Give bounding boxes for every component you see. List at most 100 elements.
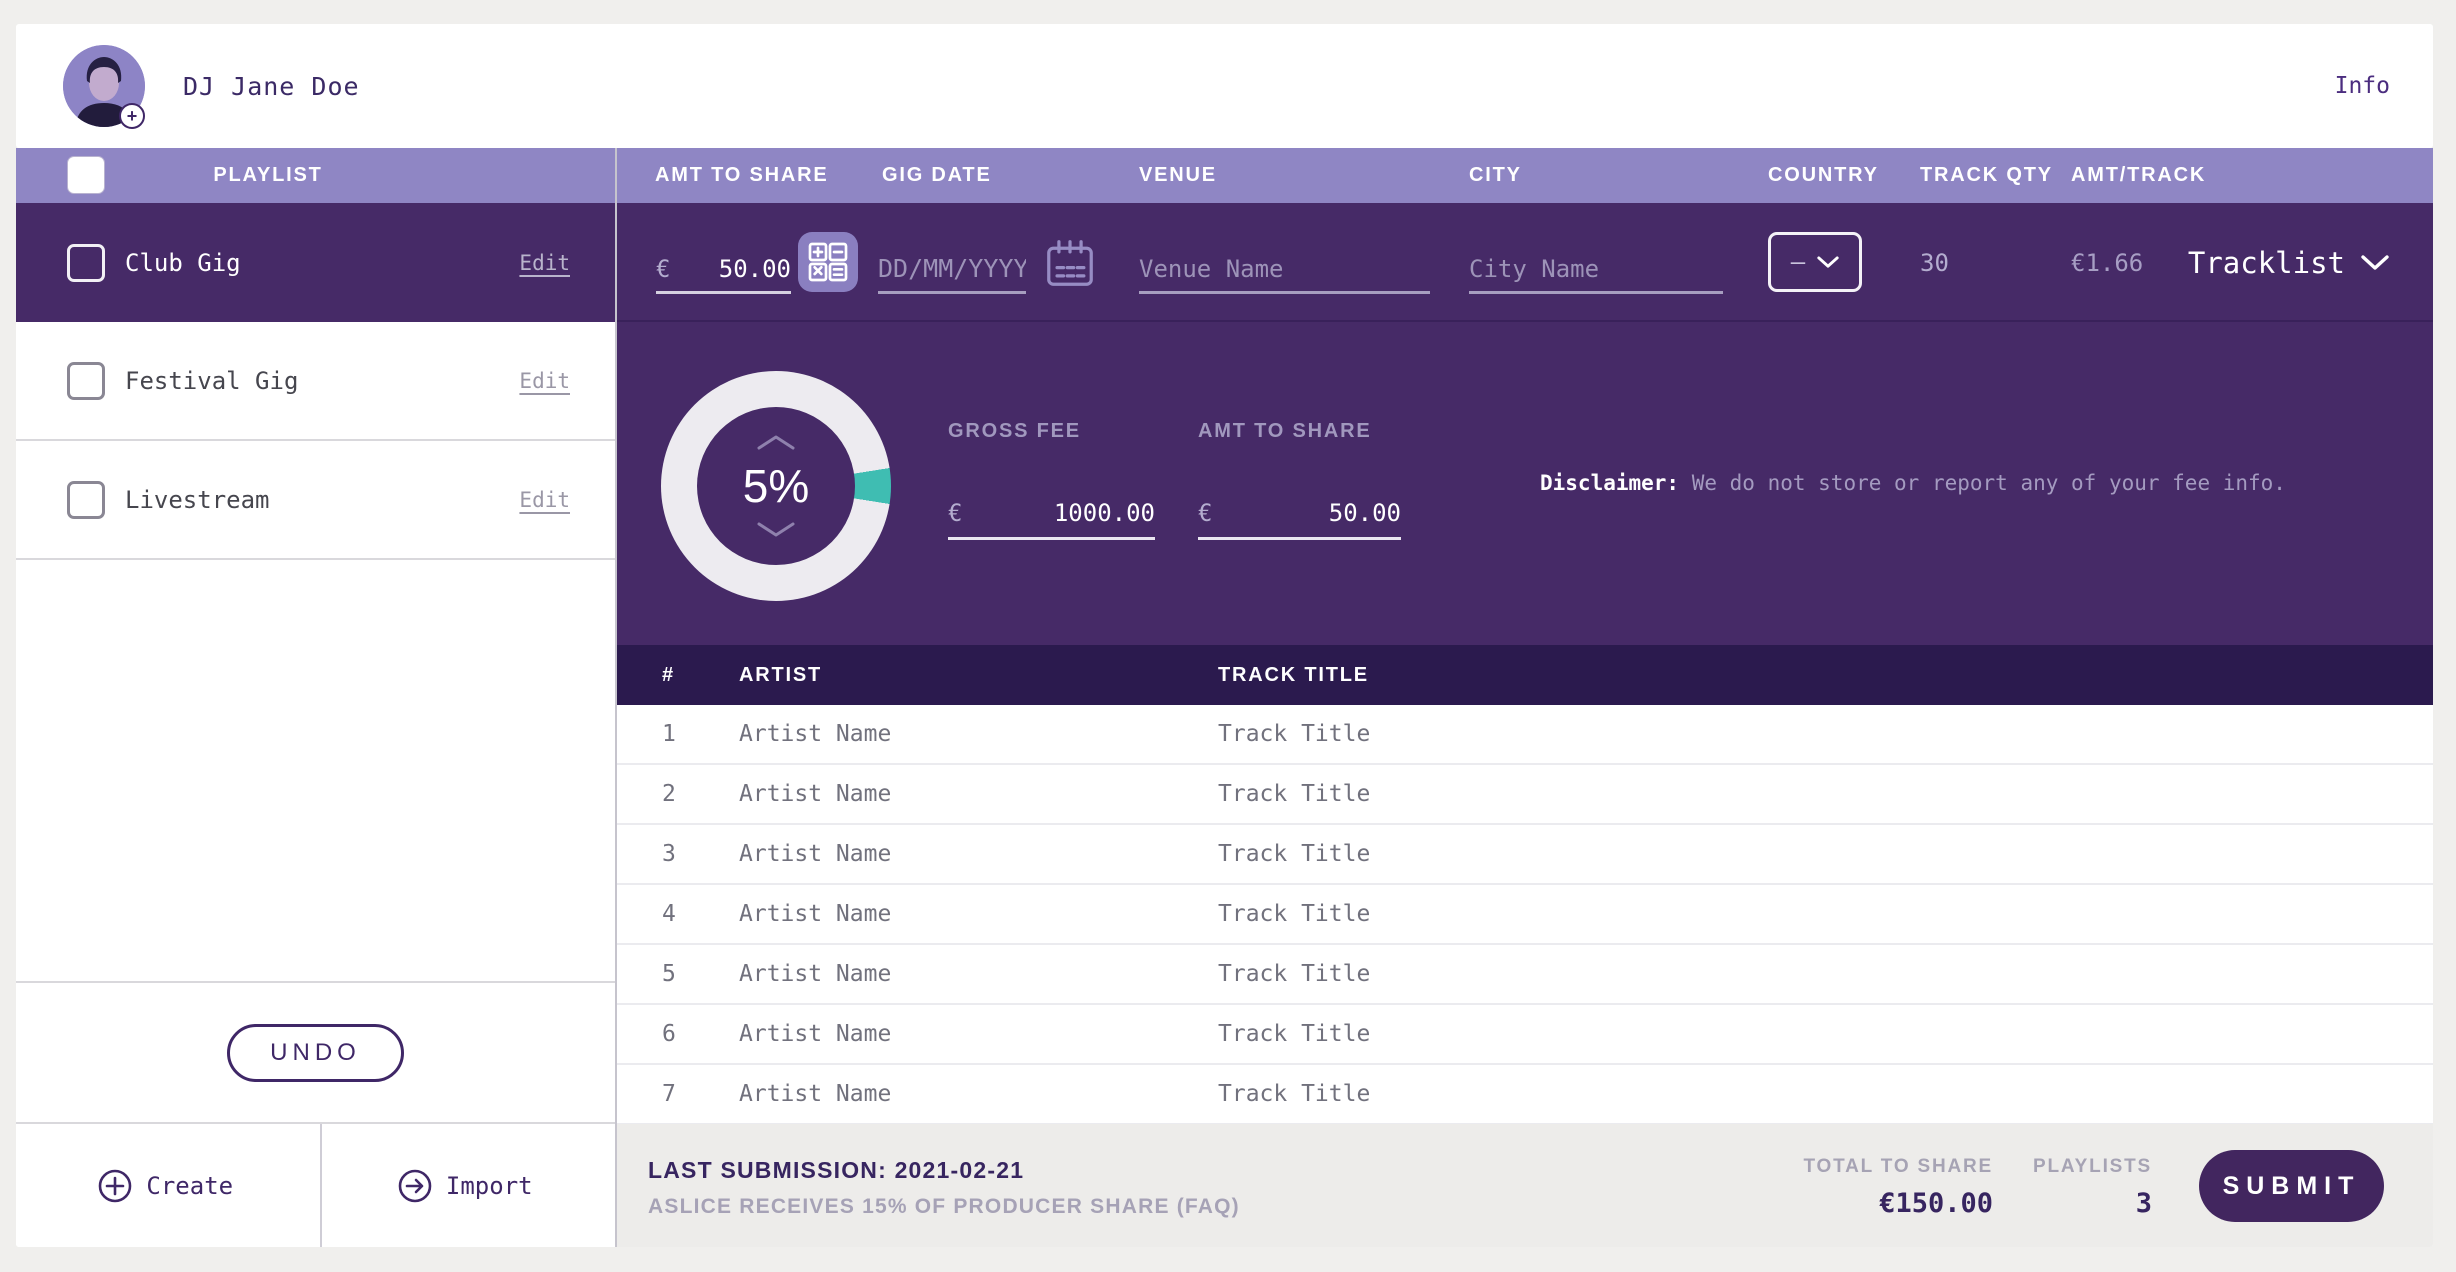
table-row[interactable]: 1 Artist Name Track Title	[617, 705, 2433, 765]
avatar-add-icon[interactable]: +	[119, 103, 145, 129]
submit-button[interactable]: SUBMIT	[2199, 1150, 2384, 1222]
content-grid: PLAYLIST Club Gig Edit Festival Gig Edit…	[16, 148, 2433, 1247]
playlists-count: 3	[2135, 1188, 2152, 1219]
playlist-name: Livestream	[125, 485, 270, 514]
chevron-down-icon	[1817, 255, 1839, 268]
city-input[interactable]	[1469, 255, 1723, 283]
import-playlist-button[interactable]: Import	[316, 1124, 616, 1247]
amt-to-share-input[interactable]	[1212, 499, 1401, 527]
playlist-checkbox[interactable]	[67, 243, 105, 282]
create-playlist-button[interactable]: Create	[16, 1124, 316, 1247]
country-select[interactable]: –	[1768, 232, 1862, 292]
calculator-icon	[808, 242, 848, 282]
disclaimer-bold: Disclaimer:	[1540, 471, 1680, 495]
playlist-name: Club Gig	[125, 248, 241, 277]
col-track-qty: TRACK QTY	[1920, 164, 2053, 186]
track-title: Track Title	[1218, 961, 1371, 987]
track-artist: Artist Name	[739, 781, 892, 807]
track-title: Track Title	[1218, 721, 1371, 747]
last-submission: LAST SUBMISSION: 2021-02-21	[648, 1157, 1025, 1183]
amt-to-share-label: AMT TO SHARE	[1198, 420, 1372, 442]
gig-columns-bar: AMT TO SHARE GIG DATE VENUE CITY COUNTRY…	[617, 148, 2433, 203]
gross-fee-input[interactable]	[962, 499, 1155, 527]
col-venue: VENUE	[1139, 164, 1217, 186]
track-title: Track Title	[1218, 1021, 1371, 1047]
edit-link[interactable]: Edit	[519, 487, 570, 512]
venue-input[interactable]	[1139, 255, 1430, 283]
track-num: 1	[662, 721, 676, 747]
edit-link[interactable]: Edit	[519, 250, 570, 275]
tracklist-rows: 1 Artist Name Track Title 2 Artist Name Trac…	[617, 705, 2433, 1124]
track-artist: Artist Name	[739, 1081, 892, 1107]
currency-symbol: €	[948, 499, 963, 527]
playlist-column-header: PLAYLIST	[213, 164, 323, 186]
sidebar-empty-area	[16, 560, 615, 983]
undo-section: UNDO	[16, 983, 615, 1124]
disclaimer-body: We do not store or report any of your fe…	[1679, 471, 2286, 495]
track-num: 7	[662, 1081, 676, 1107]
gig-date-input[interactable]	[878, 254, 1026, 283]
arrow-right-circle-icon	[398, 1169, 432, 1202]
share-section: 5% GROSS FEE € AMT TO SHARE	[617, 322, 2433, 645]
city-field	[1469, 238, 1723, 294]
playlist-header-bar: PLAYLIST	[16, 148, 615, 203]
playlist-row-club-gig[interactable]: Club Gig Edit	[16, 203, 615, 322]
playlist-row-festival-gig[interactable]: Festival Gig Edit	[16, 322, 615, 441]
col-city: CITY	[1469, 164, 1522, 186]
playlist-checkbox[interactable]	[67, 361, 105, 400]
venue-field	[1139, 238, 1430, 294]
playlists-label: PLAYLISTS	[2033, 1156, 2152, 1177]
undo-button[interactable]: UNDO	[227, 1023, 404, 1082]
track-artist: Artist Name	[739, 961, 892, 987]
playlist-checkbox[interactable]	[67, 480, 105, 519]
playlist-name: Festival Gig	[125, 366, 299, 395]
submission-footer: LAST SUBMISSION: 2021-02-21 ASLICE RECEI…	[617, 1124, 2433, 1247]
table-row[interactable]: 3 Artist Name Track Title	[617, 825, 2433, 885]
gig-row: €	[617, 203, 2433, 322]
track-artist: Artist Name	[739, 721, 892, 747]
sidebar-footer: Create Import	[16, 1124, 615, 1247]
table-row[interactable]: 6 Artist Name Track Title	[617, 1005, 2433, 1065]
country-value: –	[1790, 248, 1806, 276]
col-amt-track: AMT/TRACK	[2071, 164, 2207, 186]
header-bar: + DJ Jane Doe Info	[16, 24, 2433, 148]
playlist-row-livestream[interactable]: Livestream Edit	[16, 441, 615, 560]
share-percent-control: 5%	[697, 407, 855, 565]
total-to-share-label: TOTAL TO SHARE	[1803, 1156, 1993, 1177]
table-row[interactable]: 2 Artist Name Track Title	[617, 765, 2433, 825]
amt-to-share-input[interactable]	[670, 255, 791, 283]
select-all-checkbox[interactable]	[67, 156, 105, 194]
table-row[interactable]: 4 Artist Name Track Title	[617, 885, 2433, 945]
aslice-note[interactable]: ASLICE RECEIVES 15% OF PRODUCER SHARE (F…	[648, 1195, 1240, 1218]
main-panel: AMT TO SHARE GIG DATE VENUE CITY COUNTRY…	[617, 148, 2433, 1247]
edit-link[interactable]: Edit	[519, 368, 570, 393]
calendar-button[interactable]	[1046, 239, 1094, 287]
col-amt-to-share: AMT TO SHARE	[655, 164, 829, 186]
total-to-share-value: €150.00	[1879, 1188, 1993, 1219]
user-name: DJ Jane Doe	[183, 71, 360, 101]
calendar-icon	[1047, 240, 1093, 286]
table-row[interactable]: 5 Artist Name Track Title	[617, 945, 2433, 1005]
chevron-down-icon[interactable]	[757, 522, 795, 537]
share-percent-value: 5%	[742, 460, 810, 512]
track-qty-value: 30	[1920, 248, 1949, 277]
table-row[interactable]: 7 Artist Name Track Title	[617, 1065, 2433, 1124]
chevron-up-icon[interactable]	[757, 435, 795, 450]
col-country: COUNTRY	[1768, 164, 1879, 186]
calculator-button[interactable]	[798, 232, 858, 292]
amt-per-track-value: €1.66	[2071, 248, 2144, 277]
currency-symbol: €	[656, 255, 671, 283]
info-link[interactable]: Info	[2334, 73, 2390, 99]
track-artist: Artist Name	[739, 841, 892, 867]
avatar[interactable]	[63, 45, 145, 127]
tracklist-header: # ARTIST TRACK TITLE	[617, 645, 2433, 705]
track-num: 3	[662, 841, 676, 867]
track-artist: Artist Name	[739, 1021, 892, 1047]
tracklist-toggle[interactable]: Tracklist	[2188, 203, 2389, 322]
plus-circle-icon	[99, 1169, 132, 1202]
chevron-down-icon	[2361, 254, 2389, 270]
currency-symbol: €	[1198, 499, 1213, 527]
track-artist: Artist Name	[739, 901, 892, 927]
track-title: Track Title	[1218, 1081, 1371, 1107]
track-num: 5	[662, 961, 676, 987]
